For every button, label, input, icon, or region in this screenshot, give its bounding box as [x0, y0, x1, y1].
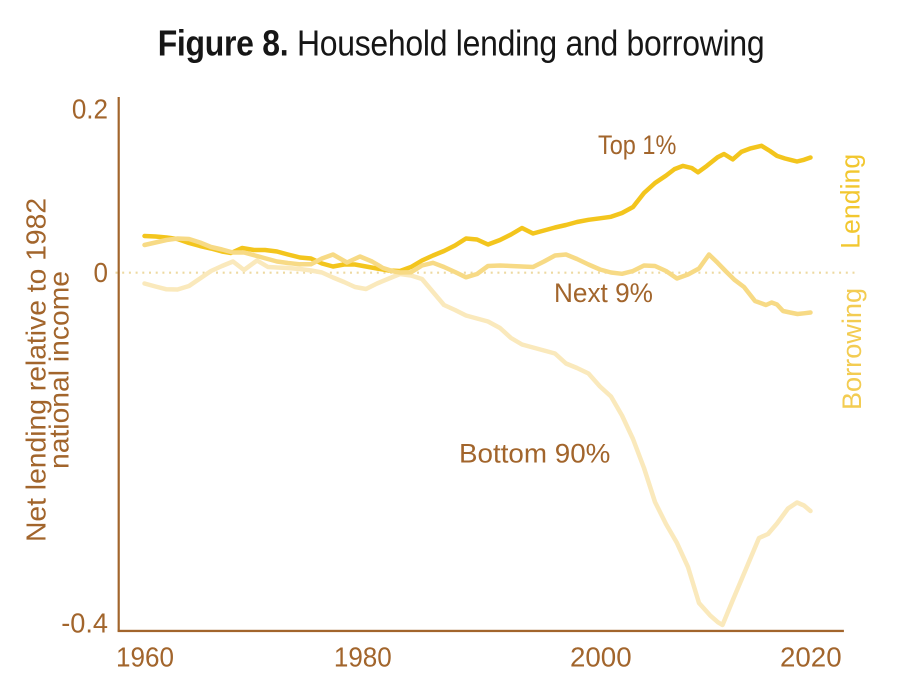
svg-text:Lending: Lending: [835, 154, 865, 249]
svg-text:2020: 2020: [780, 641, 842, 672]
svg-text:1960: 1960: [116, 642, 174, 673]
svg-text:1980: 1980: [334, 642, 392, 673]
svg-text:Bottom 90%: Bottom 90%: [459, 438, 610, 469]
svg-text:0: 0: [94, 257, 108, 288]
svg-text:Borrowing: Borrowing: [837, 288, 867, 410]
svg-text:Next 9%: Next 9%: [554, 278, 653, 308]
svg-text:Top 1%: Top 1%: [598, 130, 676, 160]
svg-text:Figure 8. Household lending an: Figure 8. Household lending and borrowin…: [158, 24, 765, 64]
svg-text:-0.4: -0.4: [61, 607, 108, 638]
svg-text:Net lending relative to 1982na: Net lending relative to 1982national inc…: [21, 198, 75, 542]
svg-text:2000: 2000: [570, 641, 632, 672]
svg-text:0.2: 0.2: [72, 94, 108, 125]
